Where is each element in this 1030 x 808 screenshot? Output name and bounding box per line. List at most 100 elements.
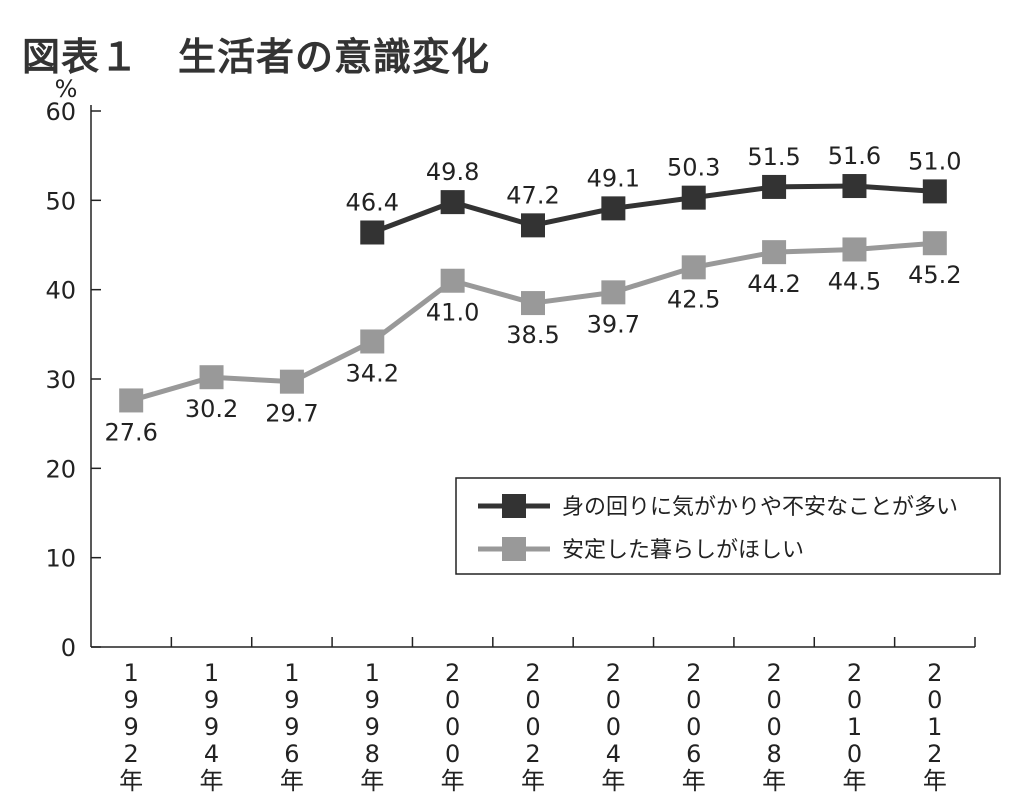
x-tick-label-char: 0 (445, 686, 460, 714)
x-tick-label-char: 2 (124, 740, 139, 768)
x-tick-label-char: 0 (847, 740, 862, 768)
data-point (440, 190, 465, 215)
y-tick-label: 0 (61, 634, 76, 662)
legend-marker-series-1 (502, 494, 526, 518)
data-point (119, 388, 144, 413)
x-tick-label-char: 年 (923, 767, 947, 795)
x-tick-label-char: 年 (360, 767, 384, 795)
legend: 身の回りに気がかりや不安なことが多い 安定した暮らしがほしい (455, 477, 1001, 575)
data-point (842, 237, 867, 262)
legend-box (455, 477, 1001, 575)
x-tick-label-char: 0 (606, 686, 621, 714)
data-label: 51.6 (828, 142, 881, 170)
y-tick-label: 20 (45, 455, 76, 483)
data-point (279, 369, 304, 394)
x-tick-label-char: 1 (365, 659, 380, 687)
series-1: 46.4 49.8 47.2 49.1 50.3 51.5 51.6 51.0 (346, 142, 962, 245)
data-label: 41.0 (426, 299, 479, 327)
data-point (842, 174, 867, 199)
x-tick-label-char: 0 (606, 713, 621, 741)
x-tick-label-char: 0 (525, 713, 540, 741)
legend-marker-series-2 (502, 537, 526, 561)
legend-label-series-2: 安定した暮らしがほしい (562, 538, 804, 563)
data-point (681, 255, 706, 280)
data-point (681, 185, 706, 210)
x-tick-label-char: 年 (200, 767, 224, 795)
data-point (360, 220, 385, 245)
series-2: 27.6 30.2 29.7 34.2 41.0 38.5 39.7 42.5 44.2 44.5… (104, 231, 962, 446)
x-tick-label-char: 2 (927, 740, 942, 768)
x-tick-label-char: 2 (847, 659, 862, 687)
data-label: 44.2 (747, 270, 800, 298)
series-line (371, 183, 935, 235)
data-label: 29.7 (265, 400, 318, 428)
x-tick-label-char: 9 (365, 686, 380, 714)
data-point (922, 231, 947, 256)
data-point (762, 174, 787, 199)
data-label: 44.5 (828, 267, 881, 295)
x-tick-label-char: 2 (927, 659, 942, 687)
x-tick-label-char: 1 (927, 713, 942, 741)
x-tick-label-char: 8 (365, 740, 380, 768)
x-tick-label-char: 0 (847, 686, 862, 714)
data-point (199, 365, 224, 390)
series-layer: 27.6 30.2 29.7 34.2 41.0 38.5 39.7 42.5 44.2 44.5… (104, 142, 961, 446)
data-point (601, 280, 626, 305)
x-tick-label-char: 9 (204, 686, 219, 714)
data-point (922, 179, 947, 204)
legend-label-series-1: 身の回りに気がかりや不安なことが多い (562, 495, 958, 520)
x-tick-label-char: 8 (766, 740, 781, 768)
x-tick-label-char: 年 (119, 767, 143, 795)
x-tick-label-char: 年 (441, 767, 465, 795)
y-tick-labels: 0 10 20 30 40 50 60% (45, 75, 77, 662)
data-point (521, 291, 545, 316)
x-tick-label-char: 1 (284, 659, 299, 687)
x-tick-label-char: 9 (204, 713, 219, 741)
x-tick-label-char: 9 (124, 686, 139, 714)
x-tick-label-char: 0 (445, 740, 460, 768)
x-tick-labels: 1992年1994年1996年1998年2000年2002年2004年2006年… (119, 659, 947, 795)
x-tick-label-char: 2 (525, 659, 540, 687)
x-tick-label-char: 9 (365, 713, 380, 741)
y-tick-label: 30 (45, 366, 76, 394)
x-tick-label-char: 0 (927, 686, 942, 714)
axes (90, 105, 976, 648)
data-label: 39.7 (587, 310, 640, 338)
y-tick-label: 50 (45, 187, 76, 215)
x-tick-label-char: 1 (204, 659, 219, 687)
y-tick-label: 40 (45, 277, 76, 305)
x-tick-label-char: 2 (445, 659, 460, 687)
x-tick-label-char: 0 (766, 686, 781, 714)
x-tick-label-char: 2 (686, 659, 701, 687)
x-tick-label-char: 9 (284, 686, 299, 714)
data-label: 38.5 (506, 321, 559, 349)
x-tick-label-char: 4 (204, 740, 219, 768)
data-label: 27.6 (104, 418, 157, 446)
data-label: 49.8 (426, 158, 479, 186)
data-label: 51.5 (747, 143, 800, 171)
data-point (440, 268, 465, 293)
x-tick-label-char: 2 (525, 740, 540, 768)
data-label: 30.2 (185, 395, 238, 423)
x-tick-label-char: 2 (606, 659, 621, 687)
chart-title: 図表１ 生活者の意識変化 (22, 35, 491, 79)
data-point (360, 329, 385, 354)
y-tick-label: 60 (45, 98, 76, 126)
x-tick-label-char: 年 (842, 767, 866, 795)
data-point (762, 240, 787, 265)
x-tick-label-char: 2 (766, 659, 781, 687)
data-label: 34.2 (346, 359, 399, 387)
x-tick-label-char: 1 (124, 659, 139, 687)
x-tick-label-char: 0 (686, 686, 701, 714)
x-tick-label-char: 0 (445, 713, 460, 741)
